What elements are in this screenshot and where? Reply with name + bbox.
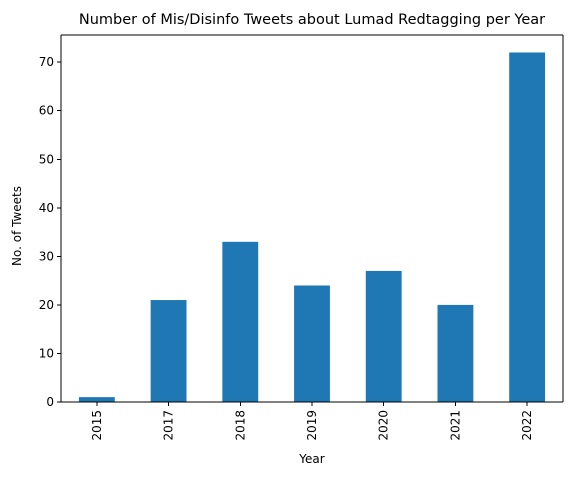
y-tick-label-70: 70 [39,55,54,69]
y-tick-label-0: 0 [46,395,54,409]
bar-2020 [365,270,402,402]
x-tick-label-2022: 2022 [520,410,534,441]
x-tick-label-2021: 2021 [448,410,462,441]
x-tick-label-2017: 2017 [162,410,176,441]
x-tick-label-2015: 2015 [90,410,104,441]
bar-2015 [78,397,115,402]
bar-2021 [437,304,474,402]
chart-title: Number of Mis/Disinfo Tweets about Lumad… [79,12,545,28]
bar-2019 [294,285,330,402]
x-tick-label-2019: 2019 [305,410,319,441]
bar-2017 [150,300,187,402]
y-axis-ticks: 0 10 20 30 40 50 60 70 [39,55,61,409]
y-tick-label-40: 40 [39,201,54,215]
y-tick-label-10: 10 [39,346,54,360]
x-tick-label-2018: 2018 [233,410,247,441]
y-axis-label: No. of Tweets [10,186,24,266]
y-tick-label-60: 60 [39,104,54,118]
bars-group [78,52,546,402]
x-tick-label-2020: 2020 [377,410,391,441]
axes-frame [60,34,564,403]
x-axis-ticks: 2015 2017 2018 2019 2020 2021 2022 [90,402,534,441]
y-tick-label-50: 50 [39,152,54,166]
bar-2022 [509,52,546,402]
y-tick-label-20: 20 [39,298,54,312]
bar-2018 [222,241,259,402]
y-tick-label-30: 30 [39,249,54,263]
x-axis-label: Year [298,452,324,466]
